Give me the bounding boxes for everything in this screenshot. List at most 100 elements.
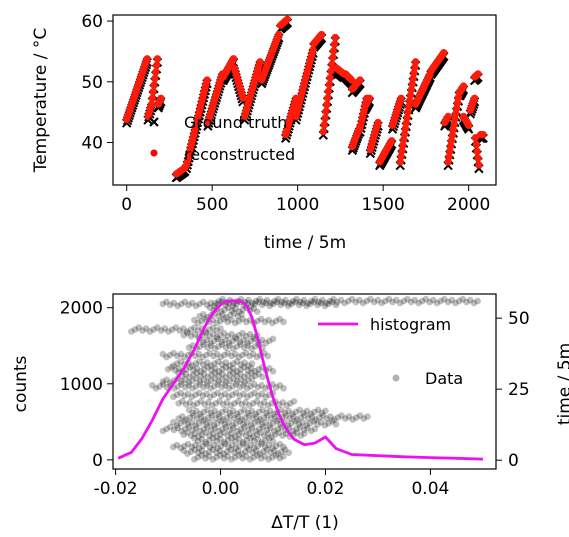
data-point [254,442,262,450]
data-point [262,299,270,307]
data-point [317,299,325,307]
reconstructed-point [447,136,456,145]
data-point [190,366,197,374]
data-point [214,381,222,388]
data-point [205,399,212,406]
data-point [173,421,181,429]
reconstructed-point [446,147,454,155]
data-point [192,375,200,382]
data-point [170,443,177,451]
reconstructed-point [239,94,247,102]
data-point [170,393,177,401]
data-point [250,444,258,452]
reconstructed-point [471,94,479,102]
data-point [191,446,198,453]
data-point [352,298,360,306]
data-point [197,367,204,375]
data-point [256,416,264,423]
data-point [195,449,202,456]
data-point [204,423,211,431]
data-point [297,432,305,439]
data-point [242,448,249,455]
data-point [238,401,246,408]
data-point [229,391,236,399]
data-point [272,317,280,325]
data-point [228,307,236,314]
data-point [215,372,223,380]
data-point [293,416,301,423]
bottom-right-y-axis-label: time / 5m [555,343,569,425]
data-point [135,324,143,331]
data-point [222,406,230,414]
data-point [215,378,222,385]
data-point [252,297,260,305]
data-point [231,350,239,358]
data-point [231,400,238,407]
reconstructed-point [324,87,333,95]
data-point [286,400,294,407]
data-point [193,369,201,377]
data-point [192,441,199,449]
data-point [206,432,213,439]
data-point [283,402,290,409]
reconstructed-point [150,81,158,89]
reconstructed-point [473,147,481,155]
data-point [299,418,307,426]
data-point [203,390,210,398]
data-point [222,373,230,381]
data-point [301,430,308,437]
data-point [173,391,181,399]
data-point [185,301,192,309]
data-point [341,415,349,422]
data-point [278,298,286,306]
data-point [232,389,240,397]
data-point [338,412,345,419]
data-point [229,302,237,310]
data-point [285,299,293,307]
data-point [255,365,262,373]
data-point [184,429,191,436]
data-point [260,298,267,306]
reconstructed-point [409,74,417,83]
data-point [253,431,261,438]
data-point [229,337,236,345]
data-point [276,382,284,389]
data-point [168,363,176,371]
data-point [245,412,253,419]
data-point [214,335,222,343]
data-point [243,393,251,401]
data-point [205,448,213,455]
data-point [269,335,277,343]
data-point [239,351,246,359]
reconstructed-point [403,113,411,122]
data-point [259,406,267,414]
bottom-y-tick-label: 2000 [60,299,103,319]
reconstructed-point [356,76,364,84]
data-point [170,362,177,369]
data-point [241,379,248,386]
data-point [195,444,203,452]
data-point [197,398,205,405]
data-point [441,295,448,303]
reconstructed-point [472,140,480,149]
data-point [251,419,258,427]
data-point [191,316,198,324]
data-point [235,452,243,459]
data-point [219,295,226,303]
data-point [303,407,311,415]
data-point [180,431,188,438]
data-point [204,373,212,381]
data-point [215,358,222,365]
data-point [317,418,325,426]
data-point [271,413,279,420]
data-point [272,442,280,450]
data-point [209,330,217,338]
reconstructed-point [329,54,337,62]
reconstructed-point [401,124,409,133]
data-point [255,417,262,425]
data-point [248,369,255,377]
data-point [262,437,269,444]
data-point [211,369,219,377]
data-point [363,297,371,305]
data-point [223,448,231,455]
